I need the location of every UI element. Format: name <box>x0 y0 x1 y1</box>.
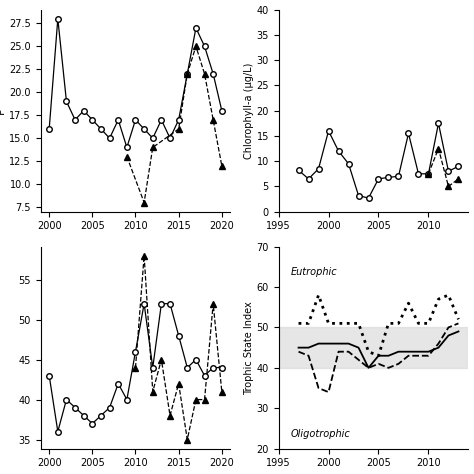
Y-axis label: Trophic State Index: Trophic State Index <box>244 301 254 394</box>
Bar <box>279 328 468 368</box>
Text: Oligotrophic: Oligotrophic <box>291 428 350 438</box>
Y-axis label: Chlorophyll-a (μg/L): Chlorophyll-a (μg/L) <box>244 63 254 159</box>
Text: Eutrophic: Eutrophic <box>291 267 337 277</box>
Y-axis label: P: P <box>0 107 6 114</box>
